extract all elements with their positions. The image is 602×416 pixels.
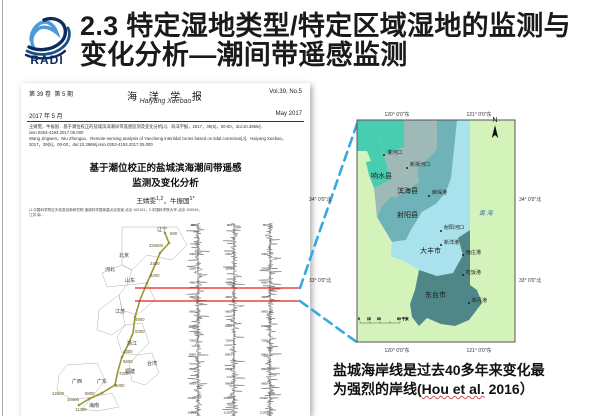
svg-text:大丰市: 大丰市 — [420, 246, 441, 255]
svg-text:晚庄港: 晚庄港 — [466, 249, 481, 256]
svg-text:东台市: 东台市 — [425, 290, 446, 299]
svg-text:麻垛港: 麻垛港 — [432, 189, 447, 196]
svg-text:34° 0'0"北: 34° 0'0"北 — [309, 196, 331, 203]
svg-text:响水县: 响水县 — [371, 171, 392, 180]
svg-text:射阳县: 射阳县 — [397, 210, 418, 219]
svg-text:N: N — [492, 117, 497, 124]
svg-text:30: 30 — [377, 317, 381, 321]
svg-text:新洋港: 新洋港 — [444, 239, 459, 246]
svg-text:120° 0'0"东: 120° 0'0"东 — [384, 347, 409, 354]
svg-text:射阳河口: 射阳河口 — [444, 224, 464, 231]
svg-text:15: 15 — [367, 317, 371, 321]
svg-text:RADI: RADI — [30, 53, 63, 67]
svg-text:灌河口: 灌河口 — [387, 149, 402, 156]
svg-text:121° 0'0"东: 121° 0'0"东 — [466, 111, 491, 118]
svg-text:33° 0'0"北: 33° 0'0"北 — [519, 277, 541, 284]
svg-text:0: 0 — [358, 317, 360, 321]
svg-text:滨海县: 滨海县 — [397, 186, 418, 195]
svg-text:121° 0'0"东: 121° 0'0"东 — [466, 347, 491, 354]
svg-text:新渐河口: 新渐河口 — [410, 161, 430, 168]
svg-text:黄 海: 黄 海 — [479, 209, 494, 217]
svg-text:34° 0'0"北: 34° 0'0"北 — [519, 196, 541, 203]
svg-text:33° 0'0"北: 33° 0'0"北 — [309, 277, 331, 284]
svg-text:吃饭港: 吃饭港 — [466, 269, 481, 276]
svg-text:新丹港: 新丹港 — [472, 297, 487, 304]
svg-text:60 千米: 60 千米 — [397, 316, 409, 321]
svg-text:120° 0'0"东: 120° 0'0"东 — [384, 111, 409, 118]
